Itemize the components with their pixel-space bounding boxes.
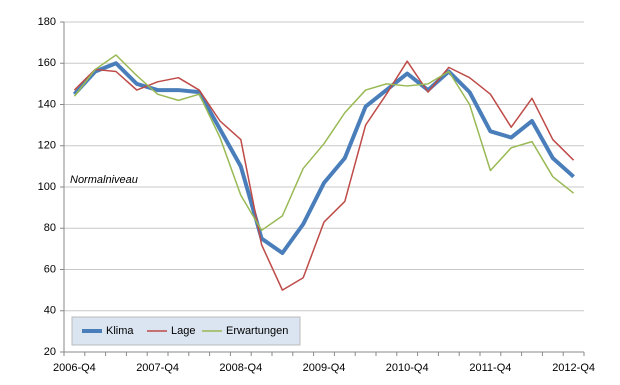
x-tick-label: 2011-Q4 [469,362,511,374]
series-line [73,54,575,232]
y-tick-label: 40 [44,305,56,317]
series-line [73,60,575,291]
x-tick-label: 2006-Q4 [53,362,96,374]
y-tick-label: 80 [44,222,56,234]
y-tick-label: 160 [38,57,56,69]
y-tick-label: 60 [44,263,56,275]
x-tick-label: 2012-Q4 [552,362,595,374]
y-tick-label: 100 [38,181,56,193]
y-tick-label: 120 [38,140,56,152]
y-tick-label: 20 [44,346,56,358]
x-tick-label: 2010-Q4 [386,362,429,374]
legend-label: Klima [106,325,134,337]
legend: Klima Lage Erwartungen [71,316,301,346]
legend-box [71,316,301,346]
x-tick-label: 2009-Q4 [303,362,346,374]
annotation: Normalniveau [70,174,138,186]
y-tick-label: 180 [38,16,56,28]
series-line [72,61,575,255]
y-tick-label: 140 [38,98,56,110]
legend-label: Lage [171,325,195,337]
legend-label: Erwartungen [226,325,288,337]
x-tick-label: 2007-Q4 [136,362,179,374]
x-tick-label: 2008-Q4 [219,362,262,374]
